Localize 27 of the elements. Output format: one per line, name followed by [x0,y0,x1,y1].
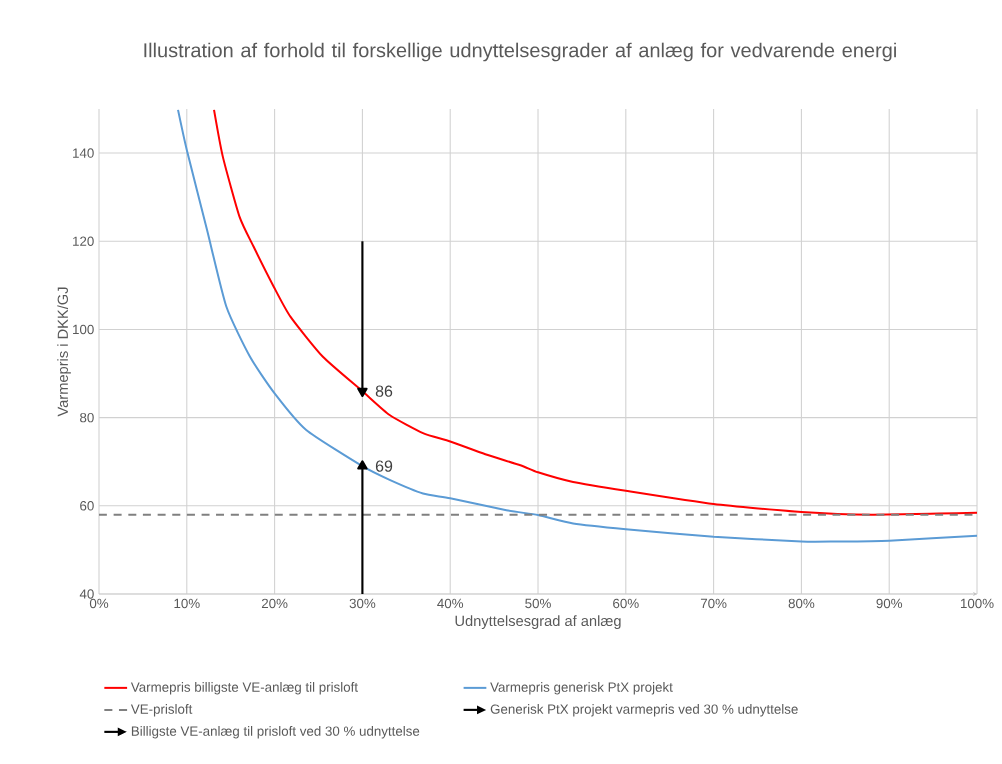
y-tick-label: 60 [80,501,94,511]
x-tick-label: 100% [960,598,994,609]
y-tick-label: 40 [79,589,94,599]
annotation: 86 [375,385,393,397]
x-tick-label: 0% [89,598,109,609]
y-tick-label: 100 [73,324,94,335]
legend-label: VE-prisloft [130,704,193,717]
x-tick-label: 40% [437,598,464,609]
x-tick-label: 60% [613,598,639,609]
legend-label: Varmepris generisk PtX projekt [490,682,673,695]
x-tick-label: 20% [261,598,288,609]
legend-label: Generisk PtX projekt varmepris ved 30 % udnyttelse [490,704,798,717]
y-tick-label: 80 [80,412,94,423]
y-axis-title: Varmepris i DKK/GJ [57,287,71,417]
chart-title: Illustration af forhold til forskellige udnyttelsesgrader af anlæg for vedvarende energi [144,42,896,62]
x-tick-label: 70% [700,598,727,609]
x-tick-label: 10% [174,598,200,609]
x-tick-label: 50% [525,598,551,609]
x-tick-label: 90% [876,598,903,609]
annotation: 69 [375,460,393,472]
y-tick-label: 140 [73,148,94,158]
legend-label: Billigste VE-anlæg til prisloft ved 30 % udnyttelse [131,726,420,739]
legend-label: Varmepris billigste VE-anlæg til prisloft [130,682,358,695]
y-tick-label: 120 [73,236,94,246]
x-tick-label: 80% [788,598,815,609]
x-axis-title: Udnyttelsesgrad af anlæg [455,615,621,629]
x-tick-label: 30% [349,598,376,609]
